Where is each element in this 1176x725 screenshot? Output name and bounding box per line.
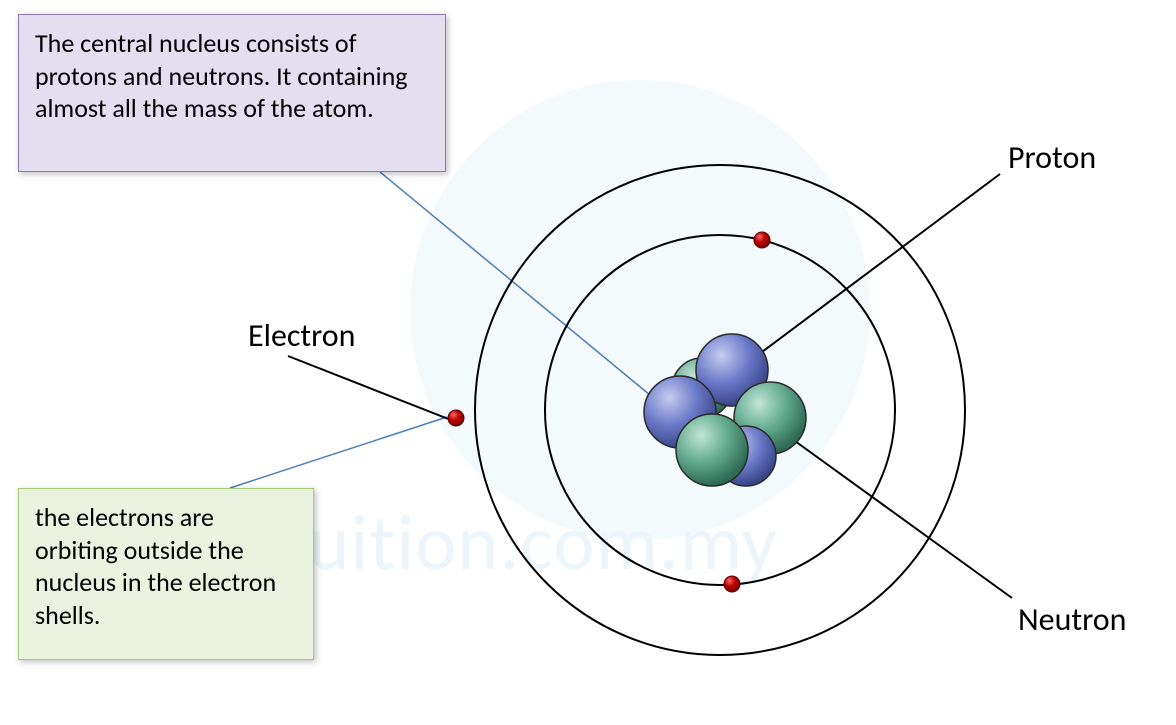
callout-electron-line bbox=[230, 417, 447, 488]
nucleus-neutron bbox=[676, 414, 748, 486]
electron-dot bbox=[724, 576, 740, 592]
callout-nucleus-line bbox=[380, 172, 656, 400]
callout-nucleus: The central nucleus consists of protons … bbox=[18, 14, 446, 172]
neutron-label-line bbox=[788, 436, 1012, 598]
electron-label: Electron bbox=[248, 316, 355, 355]
proton-label-line bbox=[738, 174, 1000, 370]
proton-label: Proton bbox=[1008, 138, 1096, 177]
callout-electron-text: the electrons are orbiting outside the n… bbox=[35, 501, 297, 631]
electron-dot bbox=[448, 410, 464, 426]
electron-label-line bbox=[288, 356, 451, 420]
electron-dot bbox=[754, 232, 770, 248]
callout-nucleus-text: The central nucleus consists of protons … bbox=[35, 27, 429, 125]
callout-electron: the electrons are orbiting outside the n… bbox=[18, 488, 314, 660]
neutron-label: Neutron bbox=[1018, 600, 1126, 639]
